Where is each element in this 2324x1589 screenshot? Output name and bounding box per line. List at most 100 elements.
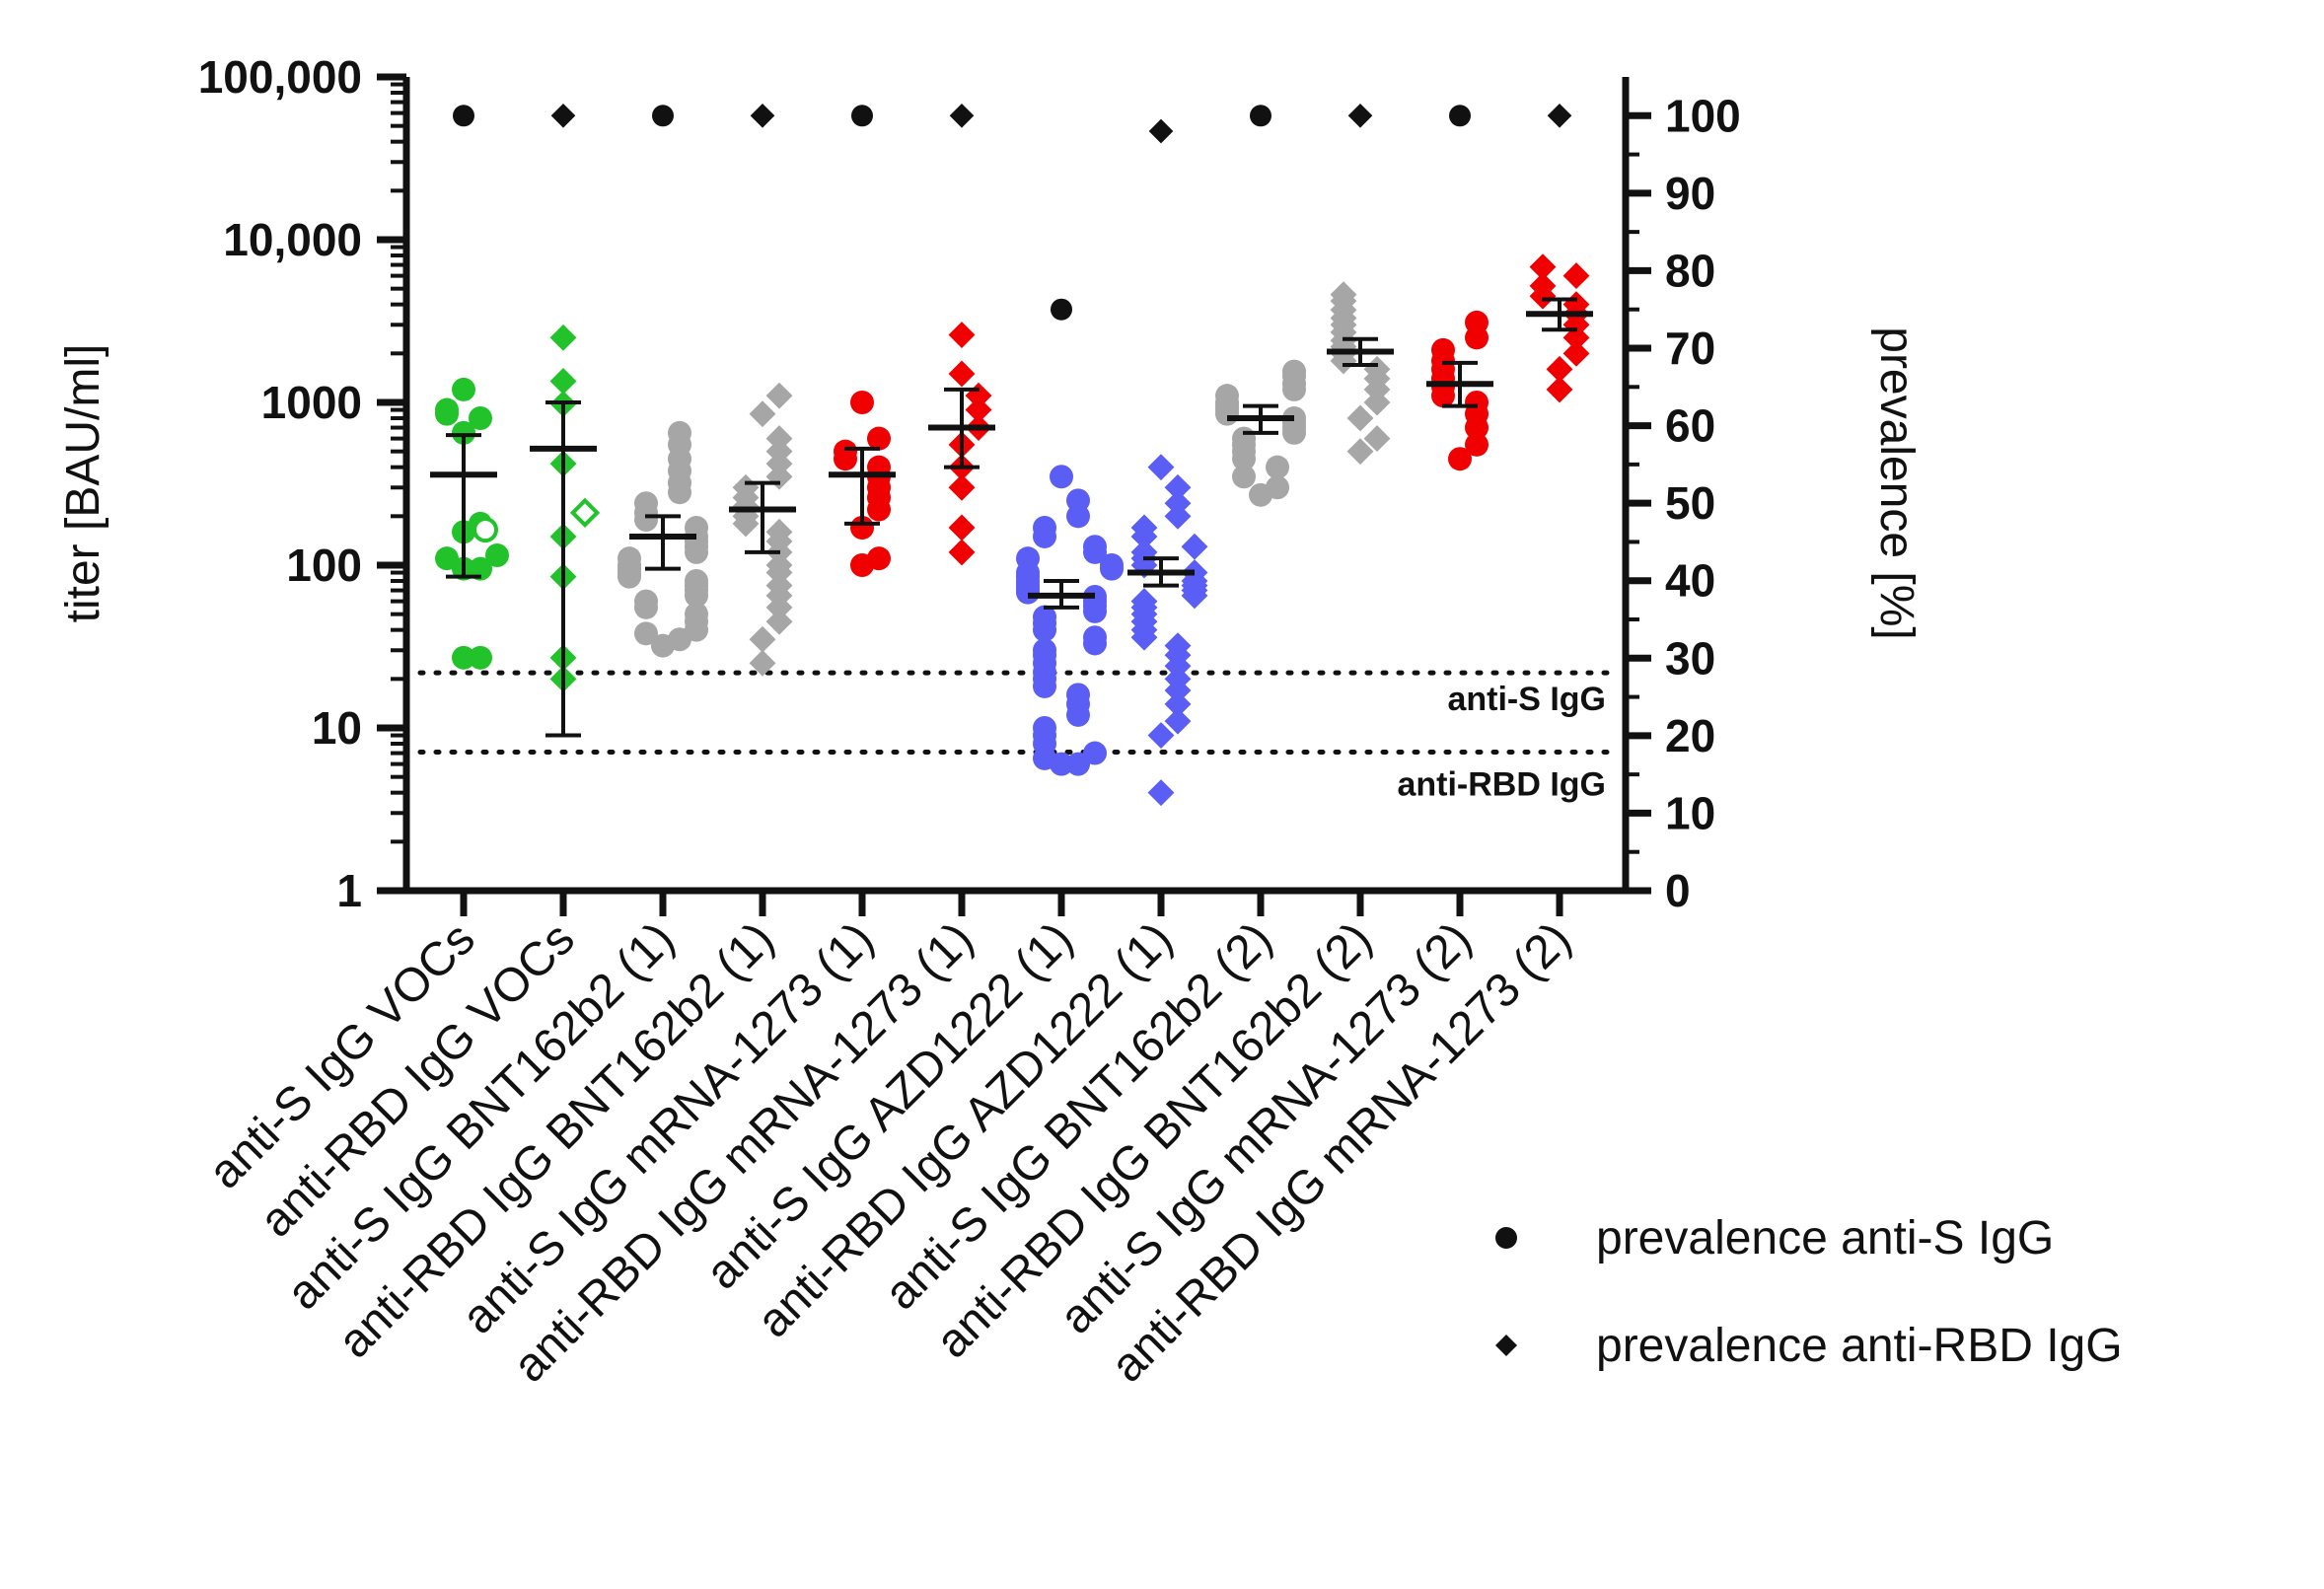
data-point	[1562, 339, 1590, 367]
data-point	[1363, 425, 1391, 453]
prevalence-marker	[1449, 105, 1471, 127]
data-point	[435, 397, 459, 422]
legend-diamond-marker	[1495, 1335, 1517, 1356]
y-right-tick-label: 40	[1665, 555, 1715, 607]
data-point	[1130, 588, 1158, 615]
data-point	[749, 400, 776, 428]
data-point	[452, 377, 475, 401]
data-point	[1546, 355, 1573, 383]
data-point	[765, 382, 793, 409]
data-point	[1083, 535, 1107, 559]
data-point	[1130, 514, 1158, 542]
y-right-tick-label: 70	[1665, 323, 1715, 374]
data-point	[732, 473, 760, 501]
data-point	[1164, 489, 1192, 517]
data-point	[948, 539, 976, 566]
data-point	[1346, 438, 1374, 466]
y-right-tick-label: 90	[1665, 168, 1715, 219]
data-point	[948, 473, 976, 501]
y-left-tick-label: 10,000	[223, 214, 362, 265]
data-point	[685, 568, 708, 593]
data-point	[634, 589, 658, 614]
data-point	[867, 546, 891, 571]
prevalence-marker	[750, 103, 775, 128]
data-point	[965, 382, 992, 409]
data-point	[1130, 539, 1158, 566]
data-point	[1033, 716, 1056, 740]
data-point	[1164, 473, 1192, 501]
data-point	[1546, 376, 1573, 403]
data-point	[1016, 546, 1040, 571]
data-point	[1232, 465, 1256, 489]
data-point	[948, 360, 976, 388]
data-point	[1033, 515, 1056, 540]
prevalence-marker	[1250, 105, 1271, 127]
prevalence-marker	[1347, 103, 1373, 128]
prevalence-marker	[1148, 118, 1174, 144]
data-point	[469, 405, 492, 430]
data-point	[850, 391, 874, 414]
data-point	[1448, 447, 1472, 471]
data-point	[1164, 707, 1192, 735]
data-point	[749, 649, 776, 677]
data-point	[1465, 432, 1489, 457]
data-point	[1232, 426, 1256, 451]
prevalence-marker	[1547, 103, 1572, 128]
data-point	[1050, 465, 1073, 489]
data-point	[634, 621, 658, 646]
legend-circle-marker	[1495, 1227, 1517, 1249]
y-left-tick-label: 100,000	[198, 51, 362, 103]
data-point	[765, 518, 793, 545]
data-point	[1529, 253, 1557, 281]
data-point	[1033, 605, 1056, 629]
data-point	[1346, 404, 1374, 432]
y-right-tick-label: 20	[1665, 710, 1715, 761]
prevalence-marker	[550, 103, 576, 128]
data-point	[948, 514, 976, 542]
data-point	[1266, 475, 1289, 500]
plot-area: anti-S IgG anti-RBD IgG	[417, 103, 1615, 807]
y-right-tick-label: 100	[1665, 90, 1741, 141]
data-point-open	[472, 517, 498, 543]
data-point	[1282, 359, 1306, 384]
prevalence-marker	[949, 103, 975, 128]
data-point	[1330, 281, 1357, 309]
data-point	[1164, 632, 1192, 660]
data-point	[1465, 391, 1489, 414]
data-point	[749, 625, 776, 653]
threshold-label-anti-rbd-igg: anti-RBD IgG	[1397, 766, 1606, 804]
data-point	[1066, 683, 1090, 707]
data-point	[634, 491, 658, 516]
y-right-tick-label: 80	[1665, 245, 1715, 296]
y-left-axis-title: titer [BAU/ml]	[57, 344, 109, 623]
y-right-tick-label: 60	[1665, 400, 1715, 452]
data-point	[1465, 310, 1489, 334]
y-left-tick-label: 1	[336, 865, 362, 916]
y-right-tick-label: 30	[1665, 632, 1715, 684]
prevalence-marker	[1051, 298, 1072, 321]
data-point	[1431, 337, 1455, 362]
data-point	[948, 322, 976, 348]
data-point-open	[569, 497, 601, 528]
prevalence-marker	[652, 105, 674, 127]
data-point	[1083, 741, 1107, 765]
data-point	[1266, 455, 1289, 479]
data-point	[965, 397, 992, 423]
data-point	[1147, 454, 1175, 481]
data-point	[1033, 638, 1056, 663]
data-point	[452, 645, 475, 670]
data-point	[765, 608, 793, 635]
data-point	[452, 420, 475, 445]
legend-label-anti-rbd: prevalence anti-RBD IgG	[1596, 1320, 2123, 1372]
data-point	[1529, 272, 1557, 300]
axes: titer [BAU/ml] prevalence [%] 1101001000…	[57, 51, 1923, 1393]
data-point	[549, 368, 577, 395]
data-point	[617, 546, 641, 571]
y-right-axis-title: prevalence [%]	[1870, 326, 1923, 640]
data-point	[1083, 625, 1107, 650]
data-point	[1181, 533, 1208, 560]
y-left-tick-label: 1000	[261, 377, 362, 428]
data-point	[1066, 488, 1090, 513]
legend: prevalence anti-S IgG prevalence anti-RB…	[1495, 1212, 2123, 1372]
